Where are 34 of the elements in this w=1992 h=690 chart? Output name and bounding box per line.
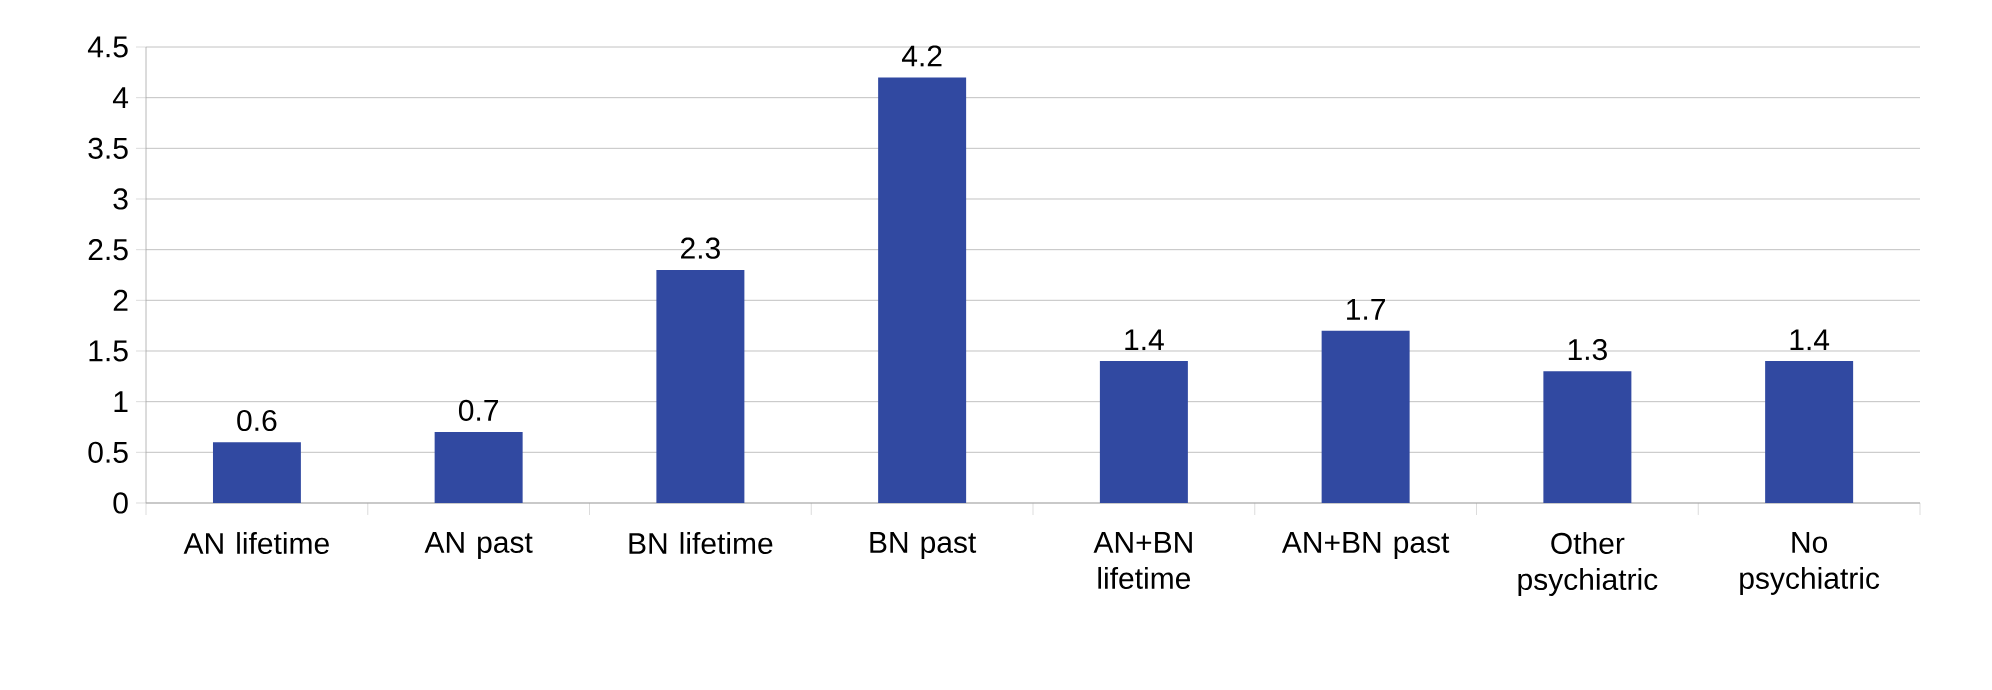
x-tick-label: Other psychiatric — [1518, 532, 1658, 596]
y-tick-label: 4 — [112, 87, 129, 108]
data-label: 2.3 — [681, 237, 720, 259]
y-tick-label: 3 — [113, 188, 128, 210]
data-label: 0.7 — [458, 399, 498, 421]
y-tick-label: 2 — [113, 289, 128, 311]
x-tick-label: AN+BN past — [1281, 532, 1450, 559]
bar — [1543, 371, 1632, 503]
x-tick-label: AN+BN lifetime — [1093, 532, 1192, 589]
bar — [1099, 361, 1188, 503]
data-label: 0.6 — [237, 409, 277, 432]
bar — [1765, 361, 1854, 503]
bar — [878, 77, 967, 503]
bar — [656, 269, 745, 503]
y-tick-label: 1 — [114, 391, 128, 412]
y-tick-label: 1.5 — [89, 340, 128, 362]
bar — [434, 432, 523, 503]
bar — [212, 442, 301, 503]
x-tick-label: AN past — [424, 532, 533, 559]
x-tick-label: BN past — [870, 532, 977, 559]
data-label: 1.3 — [1568, 338, 1607, 361]
data-label: 1.4 — [1125, 329, 1164, 351]
y-tick-label: 3.5 — [88, 137, 128, 159]
bar — [1321, 330, 1410, 503]
data-label: 4.2 — [901, 45, 942, 67]
y-tick-label: 2.5 — [88, 239, 128, 261]
y-tick-label: 4.5 — [87, 36, 128, 58]
data-label: 1.4 — [1790, 329, 1830, 351]
x-tick-label: No psychiatric — [1740, 532, 1880, 595]
x-tick-label: BN lifetime — [629, 532, 773, 555]
y-tick-label: 0.5 — [88, 441, 128, 463]
y-tick-label: 0 — [113, 492, 128, 514]
data-label: 1.7 — [1347, 299, 1385, 320]
x-tick-label: AN lifetime — [183, 532, 329, 555]
